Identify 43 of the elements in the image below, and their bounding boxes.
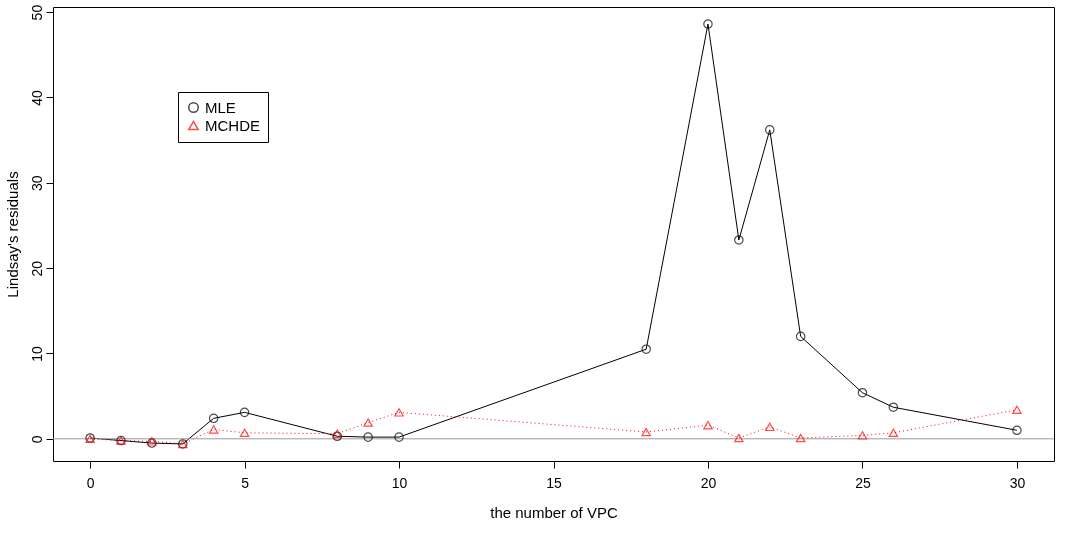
point	[888, 402, 899, 413]
point	[734, 235, 744, 245]
y-tick-label: 0	[28, 435, 45, 444]
x-tick-label: 25	[855, 474, 871, 491]
point	[703, 19, 713, 29]
point	[1012, 405, 1022, 415]
y-tick-label: 40	[28, 89, 45, 106]
point	[795, 331, 806, 342]
point	[332, 429, 343, 438]
legend-label: MCHDE	[205, 116, 260, 134]
x-tick-label: 15	[546, 474, 562, 491]
x-tick-label: 5	[241, 474, 250, 491]
point	[641, 427, 651, 437]
x-tick-label: 0	[86, 474, 95, 491]
x-tick-label: 10	[391, 474, 408, 491]
point	[394, 432, 404, 442]
point	[888, 428, 899, 438]
legend-label: MLE	[205, 98, 236, 116]
point	[857, 431, 868, 440]
point	[1012, 425, 1022, 436]
point	[208, 413, 219, 424]
point	[641, 344, 651, 354]
x-tick-label: 20	[700, 474, 717, 491]
y-tick-label: 20	[28, 260, 45, 277]
point	[764, 125, 775, 135]
point	[394, 408, 404, 417]
x-tick-label: 30	[1009, 474, 1026, 491]
point	[734, 433, 744, 443]
y-tick-label: 10	[28, 345, 45, 362]
point	[208, 425, 219, 434]
x-axis-title: the number of VPC	[490, 503, 618, 521]
point	[764, 422, 775, 432]
y-axis-title: Lindsay's residuals	[3, 171, 21, 298]
point	[857, 387, 868, 398]
point	[239, 428, 250, 438]
point	[703, 420, 713, 430]
point	[363, 432, 373, 442]
y-tick-label: 50	[28, 4, 45, 21]
point	[363, 418, 373, 427]
point	[332, 431, 343, 442]
point	[239, 407, 250, 418]
point	[795, 433, 806, 443]
y-tick-label: 30	[28, 175, 45, 192]
